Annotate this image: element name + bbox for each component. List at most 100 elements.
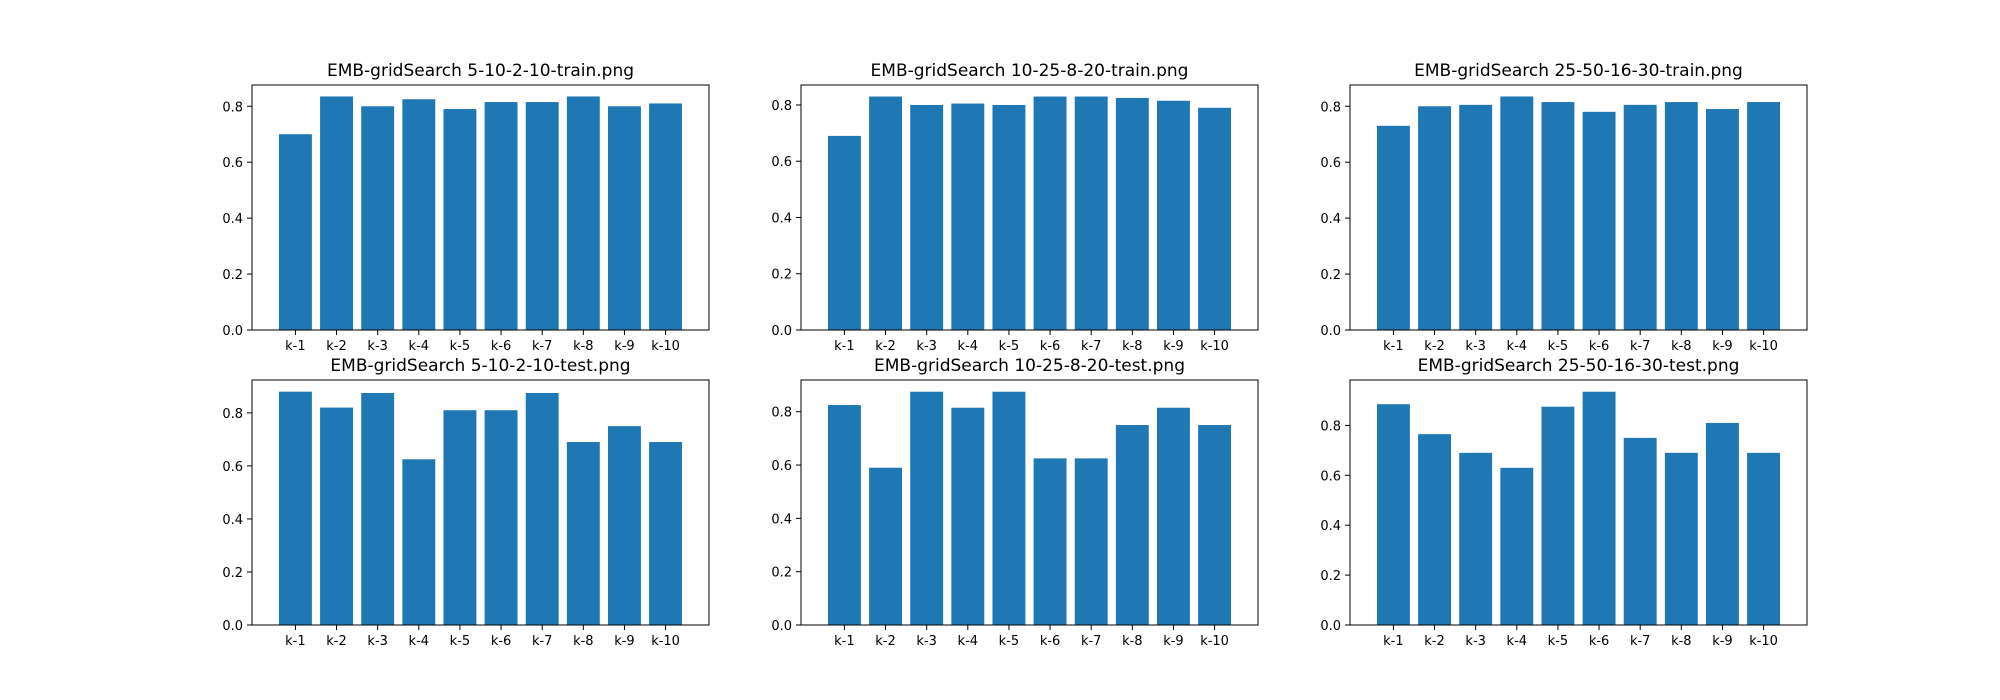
x-tick-label: k-4 <box>1507 339 1528 354</box>
bar <box>1418 434 1451 625</box>
bar <box>1747 102 1781 330</box>
y-tick-label: 0.6 <box>771 155 792 170</box>
x-tick-label: k-1 <box>1383 634 1404 649</box>
chart-title: EMB-gridSearch 5-10-2-10-test.png <box>330 356 630 376</box>
chart-panel: EMB-gridSearch 5-10-2-10-test.png k-1 k-2 k… <box>222 356 710 649</box>
y-tick-label: 0.8 <box>771 99 792 114</box>
x-tick-label: k-10 <box>651 634 680 649</box>
x-tick-label: k-1 <box>834 634 855 649</box>
x-tick-label: k-6 <box>1589 339 1610 354</box>
bar <box>1747 452 1781 625</box>
y-tick-label: 0.4 <box>222 513 243 528</box>
x-tick-label: k-7 <box>532 634 553 649</box>
bar <box>1157 100 1190 330</box>
x-tick-label: k-7 <box>1630 339 1651 354</box>
bar <box>608 426 641 625</box>
x-tick-label: k-2 <box>1424 634 1445 649</box>
bar <box>1664 452 1698 625</box>
plot-frame <box>1349 84 1808 331</box>
bar <box>1459 104 1493 331</box>
x-tick-label: k-1 <box>285 634 306 649</box>
x-tick-label: k-9 <box>1163 634 1184 649</box>
bar <box>1376 125 1410 330</box>
x-tick-label: k-3 <box>1465 339 1486 354</box>
bar <box>1033 96 1067 331</box>
bar <box>320 96 353 331</box>
bar <box>402 459 436 625</box>
chart-panel: EMB-gridSearch 25-50-16-30-train.png k-1 k… <box>1320 61 1808 354</box>
x-tick-label: k-4 <box>958 339 979 354</box>
y-tick-label: 0.6 <box>1320 156 1341 171</box>
x-tick-label: k-9 <box>1712 634 1733 649</box>
bar <box>910 391 944 625</box>
y-tick-label: 0.4 <box>1320 212 1341 227</box>
chart-panel: EMB-gridSearch 10-25-8-20-train.png k-1 k-… <box>771 61 1259 354</box>
y-tick-label: 0.0 <box>222 619 243 634</box>
bar <box>1157 407 1190 625</box>
bar <box>992 104 1026 330</box>
y-tick-label: 0.0 <box>1320 324 1341 339</box>
x-tick-label: k-1 <box>834 339 855 354</box>
bar <box>951 407 985 625</box>
bar <box>1623 104 1657 331</box>
x-tick-label: k-9 <box>1712 339 1733 354</box>
y-tick-label: 0.0 <box>771 619 792 634</box>
bar <box>1115 97 1149 330</box>
bar <box>910 104 944 330</box>
bar <box>827 405 861 625</box>
x-tick-label: k-10 <box>1200 339 1229 354</box>
x-tick-label: k-7 <box>532 339 553 354</box>
y-tick-label: 0.2 <box>222 268 243 283</box>
plot-frame <box>800 84 1259 331</box>
bar <box>1074 96 1108 331</box>
y-tick-label: 0.2 <box>222 566 243 581</box>
x-tick-label: k-4 <box>1507 634 1528 649</box>
y-tick-label: 0.8 <box>1320 100 1341 115</box>
bar <box>1541 102 1575 330</box>
bar <box>443 410 477 625</box>
bar <box>566 442 600 625</box>
bar <box>1500 96 1534 331</box>
plot-frame <box>251 379 710 626</box>
bar <box>1582 391 1616 625</box>
x-tick-label: k-6 <box>491 634 512 649</box>
x-tick-label: k-7 <box>1630 634 1651 649</box>
y-tick-label: 0.4 <box>1320 519 1341 534</box>
y-tick-label: 0.4 <box>771 211 792 226</box>
x-tick-label: k-7 <box>1081 634 1102 649</box>
x-tick-label: k-1 <box>285 339 306 354</box>
x-tick-label: k-8 <box>573 339 594 354</box>
x-tick-label: k-6 <box>1040 634 1061 649</box>
x-tick-label: k-5 <box>450 634 471 649</box>
x-tick-label: k-8 <box>573 634 594 649</box>
bar <box>1541 406 1575 625</box>
y-tick-label: 0.4 <box>771 512 792 527</box>
chart-panel: EMB-gridSearch 5-10-2-10-train.png k-1 k-2… <box>222 61 710 354</box>
bar <box>443 109 477 330</box>
bar <box>566 96 600 331</box>
chart-title: EMB-gridSearch 25-50-16-30-test.png <box>1418 356 1740 376</box>
x-tick-label: k-5 <box>1548 634 1569 649</box>
bar <box>1198 425 1232 625</box>
y-tick-label: 0.6 <box>1320 469 1341 484</box>
chart-panel: EMB-gridSearch 25-50-16-30-test.png k-1 k-… <box>1320 356 1808 649</box>
x-tick-label: k-3 <box>916 634 937 649</box>
bar <box>1500 467 1534 625</box>
bar <box>1198 107 1232 331</box>
bar <box>827 135 861 330</box>
y-tick-label: 0.6 <box>222 460 243 475</box>
bar <box>1706 422 1739 625</box>
bar <box>1418 106 1451 330</box>
x-tick-label: k-3 <box>367 339 388 354</box>
x-tick-label: k-3 <box>1465 634 1486 649</box>
x-tick-label: k-7 <box>1081 339 1102 354</box>
y-tick-label: 0.8 <box>1320 419 1341 434</box>
bar <box>649 442 683 625</box>
plot-frame <box>1349 379 1808 626</box>
bar <box>608 106 641 330</box>
y-tick-label: 0.2 <box>1320 268 1341 283</box>
x-tick-label: k-6 <box>1589 634 1610 649</box>
y-tick-label: 0.6 <box>771 459 792 474</box>
x-tick-label: k-8 <box>1122 339 1143 354</box>
